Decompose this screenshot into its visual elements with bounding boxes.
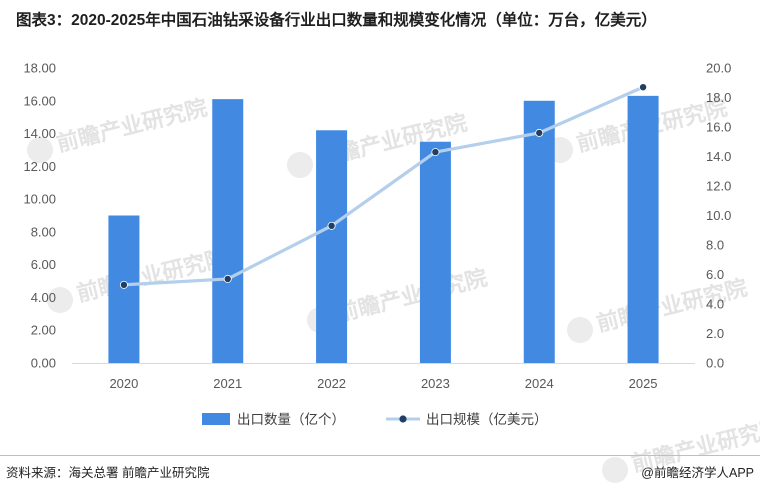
bar-2025 — [627, 95, 659, 363]
right-axis-tick-label: 0.0 — [706, 356, 724, 371]
bar-2024 — [523, 100, 555, 364]
legend: 出口数量（亿个） 出口规模（亿美元） — [202, 412, 548, 427]
left-axis-tick-label: 0.00 — [31, 356, 56, 371]
legend-label-quantity: 出口数量（亿个） — [237, 412, 345, 427]
left-axis-tick-label: 10.00 — [23, 192, 56, 207]
line-point-2024 — [535, 128, 544, 137]
right-axis-tick-label: 2.0 — [706, 326, 724, 341]
right-axis-tick-label: 8.0 — [706, 238, 724, 253]
watermark-text: 前瞻产业研究院 — [54, 95, 209, 157]
right-axis-tick-label: 6.0 — [706, 267, 724, 282]
legend-bar-swatch — [202, 413, 230, 425]
left-axis-tick-label: 12.00 — [23, 159, 56, 174]
watermark-logo-icon — [287, 152, 313, 178]
left-axis-tick-label: 16.00 — [23, 93, 56, 108]
line-point-2021 — [223, 274, 232, 283]
line-path — [123, 85, 644, 287]
source-note: 资料来源：海关总署 前瞻产业研究院 — [6, 466, 210, 480]
x-axis-tick-label: 2025 — [629, 376, 658, 391]
left-axis-tick-label: 4.00 — [31, 290, 56, 305]
watermark-logo-icon — [27, 137, 53, 163]
right-axis-tick-label: 12.0 — [706, 179, 731, 194]
right-axis-tick-label: 16.0 — [706, 120, 731, 135]
line-point-2020 — [119, 280, 128, 289]
bar-series — [108, 95, 659, 364]
left-axis-tick-label: 6.00 — [31, 257, 56, 272]
line-point-2023 — [431, 148, 440, 157]
x-axis-tick-label: 2020 — [109, 376, 138, 391]
right-axis-tick-label: 4.0 — [706, 297, 724, 312]
left-axis-tick-label: 8.00 — [31, 224, 56, 239]
bar-2022 — [316, 130, 348, 363]
brand-credit: @前瞻经济学人APP — [641, 466, 754, 480]
x-axis-tick-label: 2023 — [421, 376, 450, 391]
line-point-2025 — [639, 83, 648, 92]
bar-2020 — [108, 215, 140, 363]
watermark-logo-icon — [47, 287, 73, 313]
watermark-logo-icon — [602, 457, 628, 483]
line-series — [119, 83, 648, 289]
left-axis-tick-label: 18.00 — [23, 61, 56, 76]
x-axis: 2020 2021 2022 2023 2024 2025 — [109, 376, 657, 391]
right-axis-tick-label: 18.0 — [706, 90, 731, 105]
footer-divider — [0, 455, 760, 456]
left-axis-tick-label: 2.00 — [31, 323, 56, 338]
legend-line-marker — [399, 415, 407, 423]
x-axis-tick-label: 2022 — [317, 376, 346, 391]
watermark-text: 前瞻产业研究院 — [74, 245, 229, 307]
bar-2023 — [419, 141, 451, 363]
x-axis-tick-label: 2021 — [213, 376, 242, 391]
right-axis-tick-label: 20.0 — [706, 61, 731, 76]
watermark-logo-icon — [567, 317, 593, 343]
right-axis-tick-label: 14.0 — [706, 149, 731, 164]
legend-label-scale: 出口规模（亿美元） — [426, 412, 548, 427]
bar-2021 — [212, 99, 244, 363]
right-axis: 0.0 2.0 4.0 6.0 8.0 10.0 12.0 14.0 16.0 18.0 20.0 — [706, 61, 731, 371]
x-axis-tick-label: 2024 — [525, 376, 554, 391]
chart-title: 图表3：2020-2025年中国石油钻采设备行业出口数量和规模变化情况（单位：万… — [16, 12, 657, 29]
left-axis-tick-label: 14.00 — [23, 126, 56, 141]
left-axis: 0.00 2.00 4.00 6.00 8.00 10.00 12.00 14.00 16.00… — [23, 61, 56, 371]
watermark-text: 前瞻产业研究院 — [334, 265, 489, 327]
right-axis-tick-label: 10.0 — [706, 208, 731, 223]
line-point-2022 — [327, 221, 336, 230]
watermark-text: 前瞻产业研究院 — [594, 275, 749, 337]
